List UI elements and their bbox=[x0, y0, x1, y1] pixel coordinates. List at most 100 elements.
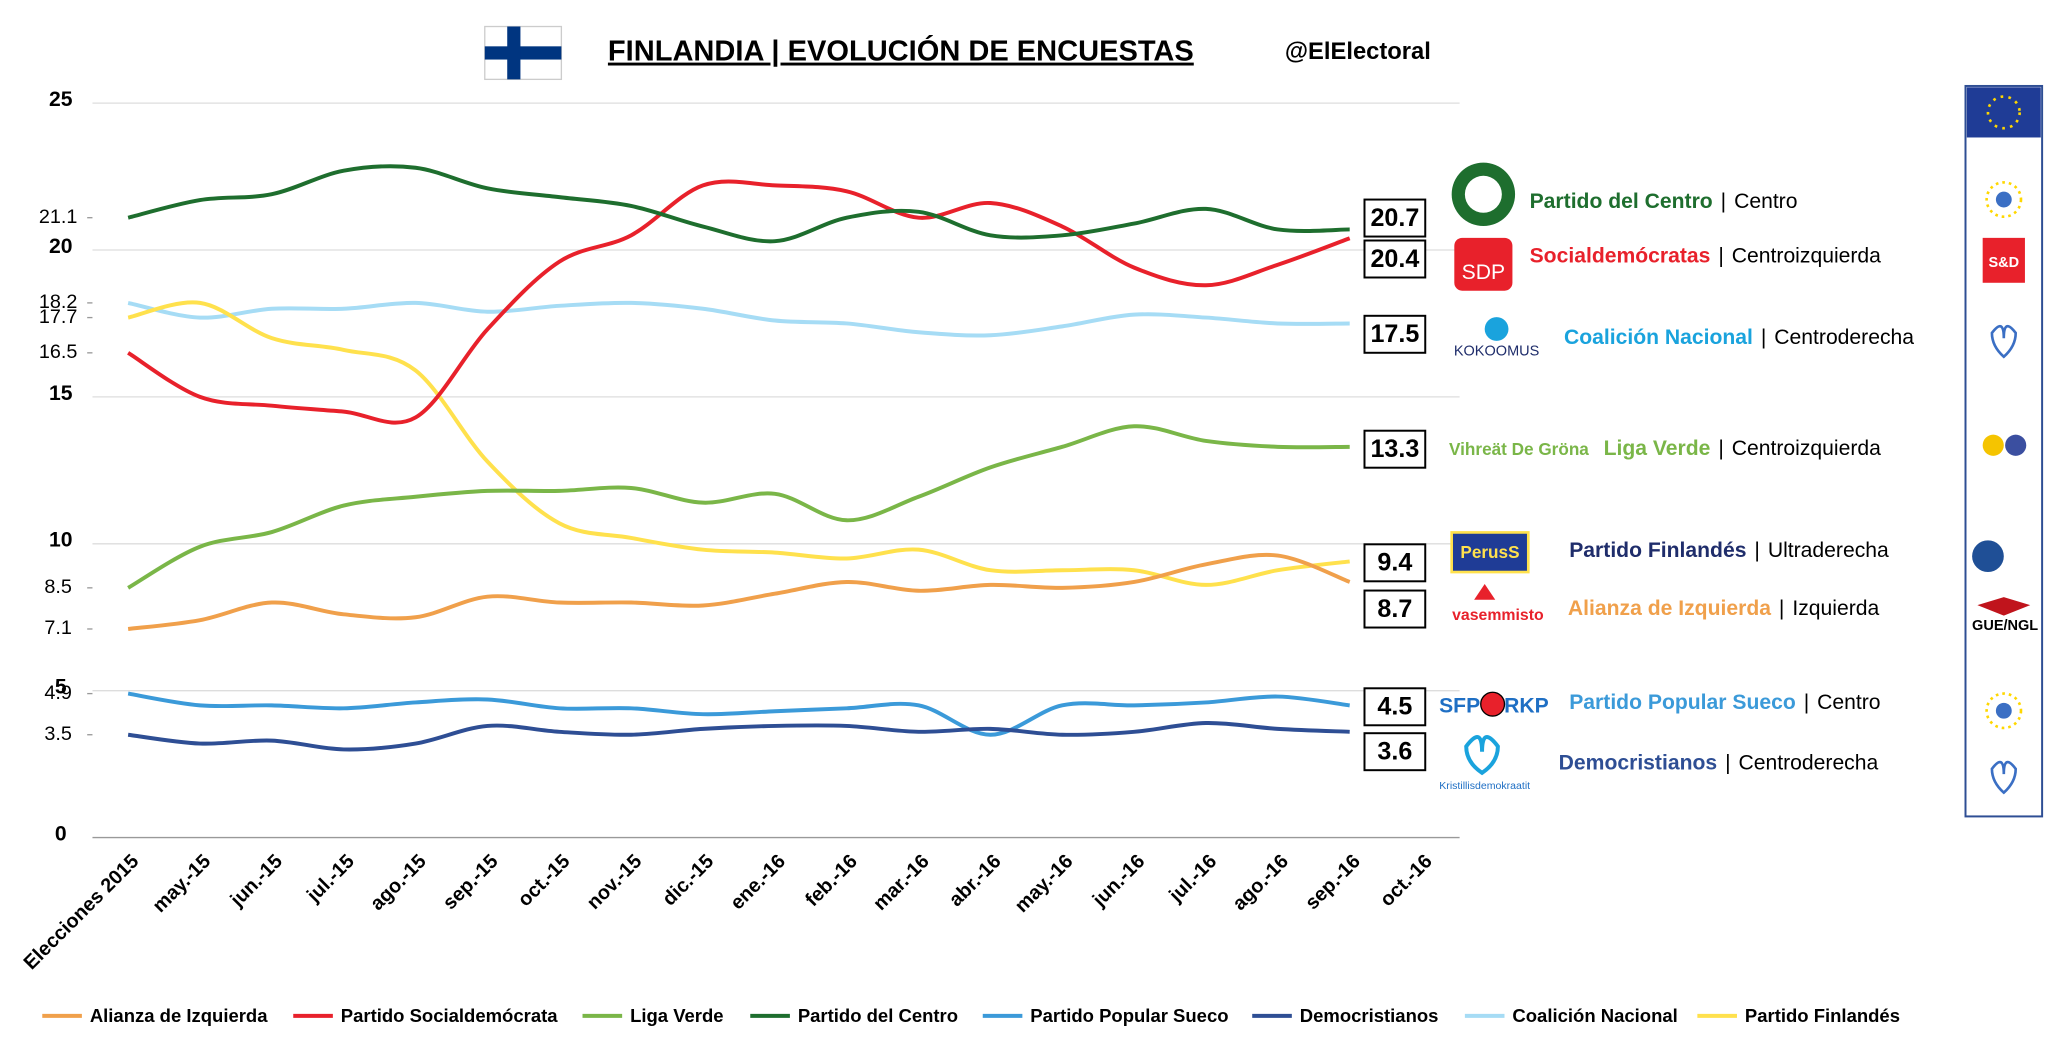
party-entry: Partido Popular Sueco | Centro bbox=[1569, 690, 1880, 713]
party-entry: Partido Finlandés | Ultraderecha bbox=[1569, 538, 1889, 561]
x-tick-label: jun.-16 bbox=[1088, 850, 1149, 911]
logo-text: PerusS bbox=[1460, 542, 1519, 562]
y-tick-label: 20 bbox=[49, 235, 73, 258]
value-label: 4.5 bbox=[1377, 693, 1412, 721]
chart-title: FINLANDIA | EVOLUCIÓN DE ENCUESTAS bbox=[608, 34, 1194, 68]
party-sep: | bbox=[1725, 751, 1731, 774]
x-tick-label: jul.-15 bbox=[302, 850, 359, 907]
x-tick-label: may.-15 bbox=[148, 850, 215, 917]
logo bbox=[1474, 583, 1496, 600]
value-box bbox=[1363, 732, 1427, 772]
logo-text: Kristillisdemokraatit bbox=[1439, 780, 1530, 792]
logo bbox=[1480, 691, 1506, 717]
value-box bbox=[1363, 239, 1427, 279]
y-tick-label: 5 bbox=[55, 676, 67, 699]
value-box bbox=[1363, 589, 1427, 629]
logo-text: KOKOOMUS bbox=[1454, 343, 1540, 359]
eu-group-logo bbox=[1977, 597, 2031, 616]
party-entry: Partido del Centro | Centro bbox=[1530, 190, 1798, 213]
series-line bbox=[127, 552, 1351, 631]
y-tick-label: 21.1 bbox=[39, 206, 78, 228]
party-entry: Coalición Nacional | Centroderecha bbox=[1564, 326, 1914, 349]
party-name: Socialdemócratas bbox=[1530, 244, 1711, 267]
legend-label: Alianza de Izquierda bbox=[90, 1005, 268, 1026]
y-tick-label: 4.9 bbox=[44, 682, 72, 704]
legend-label: Democristianos bbox=[1300, 1005, 1439, 1026]
eu-panel bbox=[1964, 84, 2044, 818]
value-label: 8.7 bbox=[1377, 595, 1412, 623]
party-name: Partido Popular Sueco bbox=[1569, 690, 1796, 713]
x-tick-label: sep.-16 bbox=[1301, 850, 1365, 914]
legend-label: Partido del Centro bbox=[798, 1005, 958, 1026]
logo bbox=[1484, 317, 1509, 341]
value-box bbox=[1363, 687, 1427, 727]
party-name: Liga Verde bbox=[1604, 437, 1711, 460]
y-tick-label: 7.1 bbox=[44, 617, 72, 639]
y-tick-label: 25 bbox=[49, 88, 73, 111]
x-tick-label: sep.-15 bbox=[439, 850, 503, 914]
x-tick-label: nov.-15 bbox=[583, 850, 647, 914]
y-tick-label: 17.7 bbox=[39, 306, 78, 328]
x-tick-label: mar.-16 bbox=[869, 850, 934, 915]
legend-label: Liga Verde bbox=[630, 1005, 724, 1026]
party-ideology: Centroderecha bbox=[1739, 751, 1879, 774]
party-entry: Democristianos | Centroderecha bbox=[1559, 751, 1879, 774]
value-label: 17.5 bbox=[1370, 320, 1419, 348]
series-line bbox=[127, 424, 1350, 590]
value-box bbox=[1363, 198, 1427, 238]
value-label: 3.6 bbox=[1377, 738, 1412, 766]
party-ideology: Izquierda bbox=[1792, 597, 1879, 620]
legend-label: Partido Popular Sueco bbox=[1030, 1005, 1228, 1026]
legend-label: Partido Socialdemócrata bbox=[341, 1005, 558, 1026]
y-tick-label: 10 bbox=[49, 529, 73, 552]
logo-text: vasemmisto bbox=[1452, 607, 1544, 624]
party-name: Partido Finlandés bbox=[1569, 538, 1746, 561]
party-entry: Socialdemócratas | Centroizquierda bbox=[1530, 244, 1882, 267]
value-label: 13.3 bbox=[1370, 435, 1419, 463]
party-entry: Liga Verde | Centroizquierda bbox=[1604, 437, 1882, 460]
party-ideology: Centroizquierda bbox=[1732, 437, 1881, 460]
series-line bbox=[127, 721, 1350, 752]
value-label: 20.4 bbox=[1370, 245, 1419, 273]
series-line bbox=[127, 164, 1350, 244]
eu-group-label: S&D bbox=[1988, 255, 2019, 271]
x-tick-label: abr.-16 bbox=[945, 850, 1006, 911]
party-sep: | bbox=[1779, 597, 1785, 620]
y-tick-label: 0 bbox=[55, 822, 67, 845]
eu-group-label: GUE/NGL bbox=[1972, 618, 2038, 634]
party-sep: | bbox=[1721, 190, 1727, 213]
logo bbox=[1450, 531, 1530, 574]
series-line bbox=[127, 691, 1350, 737]
y-tick-label: 8.5 bbox=[44, 576, 72, 598]
party-ideology: Ultraderecha bbox=[1768, 538, 1889, 561]
x-tick-label: ene.-16 bbox=[726, 850, 790, 914]
value-label: 9.4 bbox=[1377, 549, 1412, 577]
party-name: Alianza de Izquierda bbox=[1568, 597, 1771, 620]
x-tick-label: feb.-16 bbox=[801, 850, 862, 911]
x-tick-label: Elecciones 2015 bbox=[20, 850, 144, 974]
x-tick-label: may.-16 bbox=[1011, 850, 1078, 917]
party-sep: | bbox=[1718, 244, 1724, 267]
party-name: Partido del Centro bbox=[1530, 190, 1713, 213]
eu-group-logo bbox=[1982, 237, 2025, 283]
y-tick-label: 18.2 bbox=[39, 291, 78, 313]
logo-text: Vihreät De Gröna bbox=[1449, 439, 1589, 459]
logo bbox=[1454, 237, 1513, 291]
x-tick-label: jul.-16 bbox=[1164, 850, 1221, 907]
party-sep: | bbox=[1804, 690, 1810, 713]
legend-label: Coalición Nacional bbox=[1512, 1005, 1677, 1026]
series-line bbox=[127, 300, 1350, 587]
series-line bbox=[127, 179, 1351, 425]
party-sep: | bbox=[1718, 437, 1724, 460]
party-ideology: Centro bbox=[1734, 190, 1797, 213]
x-tick-label: ago.-15 bbox=[366, 850, 431, 915]
x-tick-label: oct.-16 bbox=[1376, 850, 1437, 911]
flag bbox=[484, 25, 563, 81]
y-tick-label: 16.5 bbox=[39, 341, 78, 363]
party-ideology: Centro bbox=[1817, 690, 1880, 713]
party-entry: Alianza de Izquierda | Izquierda bbox=[1568, 597, 1880, 620]
party-ideology: Centroderecha bbox=[1774, 326, 1914, 349]
y-tick-label: 3.5 bbox=[44, 723, 72, 745]
x-tick-label: oct.-15 bbox=[514, 850, 575, 911]
